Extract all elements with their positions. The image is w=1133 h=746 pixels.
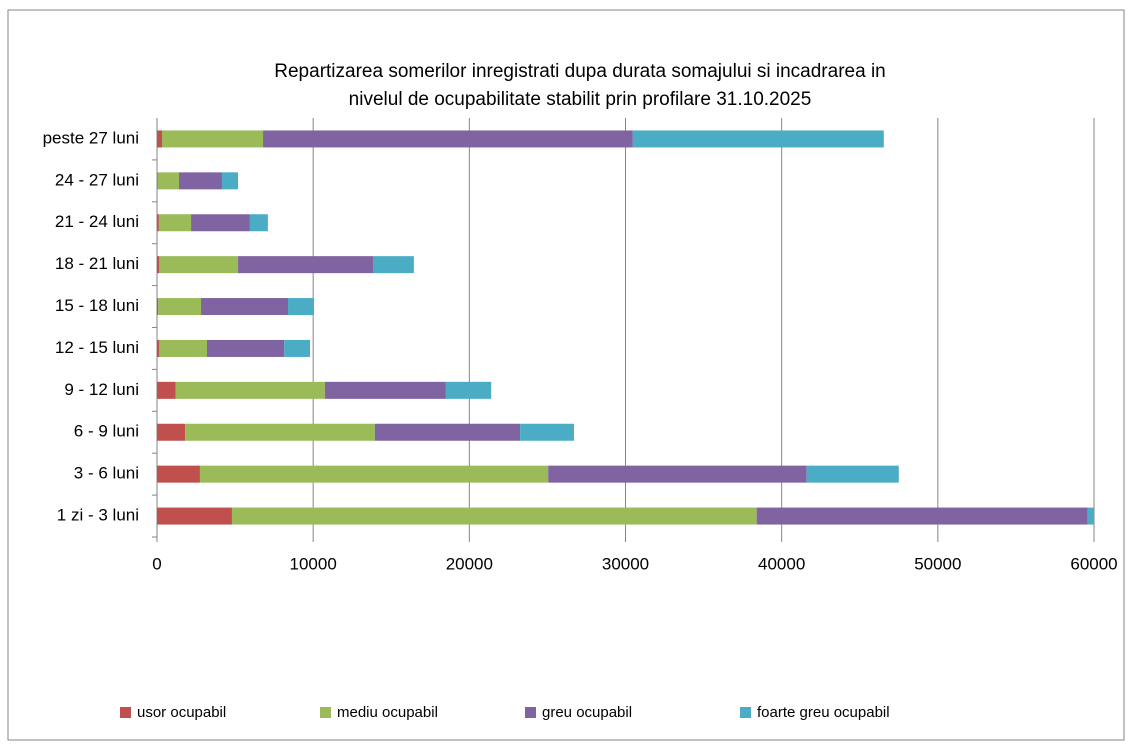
- y-tick-label: 9 - 12 luni: [64, 380, 139, 399]
- bar-segment: [263, 130, 633, 148]
- y-tick-label: 15 - 18 luni: [55, 296, 139, 315]
- x-tick-label: 40000: [758, 554, 805, 573]
- bar-segment: [324, 381, 446, 399]
- bar-segment: [199, 465, 549, 483]
- bar-segment: [157, 172, 180, 190]
- bar-segment: [157, 130, 162, 148]
- bar-segment: [191, 214, 250, 232]
- chart-border: [7, 9, 1125, 741]
- bar-segment: [756, 507, 1088, 525]
- bar-segment: [157, 172, 158, 190]
- bar-segment: [548, 465, 807, 483]
- y-tick-label: 6 - 9 luni: [74, 422, 139, 441]
- bar-segment: [520, 423, 574, 441]
- chart-title: Repartizarea somerilor inregistrati dupa…: [274, 61, 885, 82]
- bar-segment: [157, 507, 232, 525]
- x-tick-label: 60000: [1070, 554, 1117, 573]
- x-tick-label: 10000: [290, 554, 337, 573]
- bar-segment: [157, 381, 176, 399]
- legend-label: mediu ocupabil: [337, 704, 438, 721]
- bar-segment: [632, 130, 884, 148]
- bar-segment: [157, 423, 186, 441]
- bar-segment: [1087, 507, 1094, 525]
- chart-title: nivelul de ocupabilitate stabilit prin p…: [349, 89, 812, 110]
- legend-swatch: [120, 707, 131, 718]
- bar-segment: [374, 423, 521, 441]
- legend-swatch: [525, 707, 536, 718]
- legend-label: usor ocupabil: [137, 704, 226, 721]
- legend-swatch: [740, 707, 751, 718]
- legend-swatch: [320, 707, 331, 718]
- y-tick-label: 24 - 27 luni: [55, 170, 139, 189]
- bar-segment: [206, 339, 285, 357]
- y-tick-label: peste 27 luni: [43, 128, 139, 147]
- bar-segment: [185, 423, 375, 441]
- y-tick-label: 21 - 24 luni: [55, 212, 139, 231]
- bar-segment: [806, 465, 899, 483]
- x-tick-label: 20000: [446, 554, 493, 573]
- bar-segment: [158, 298, 202, 316]
- y-tick-label: 3 - 6 luni: [74, 464, 139, 483]
- bar-segment: [157, 214, 159, 232]
- bar-segment: [161, 130, 264, 148]
- bar-segment: [157, 298, 159, 316]
- bar-segment: [372, 256, 414, 274]
- bar-segment: [284, 339, 311, 357]
- bar-segment: [158, 214, 192, 232]
- bar-segment: [157, 339, 160, 357]
- y-tick-label: 12 - 15 luni: [55, 338, 139, 357]
- bar-segment: [288, 298, 314, 316]
- bar-segment: [201, 298, 289, 316]
- legend-label: greu ocupabil: [542, 704, 632, 721]
- bar-segment: [179, 172, 222, 190]
- x-tick-label: 50000: [914, 554, 961, 573]
- bar-segment: [221, 172, 239, 190]
- bar-segment: [445, 381, 492, 399]
- bar-segment: [159, 339, 207, 357]
- y-tick-label: 18 - 21 luni: [55, 254, 139, 273]
- bar-segment: [231, 507, 757, 525]
- y-tick-label: 1 zi - 3 luni: [57, 506, 139, 525]
- bar-segment: [157, 465, 200, 483]
- bar-segment: [159, 256, 239, 274]
- x-tick-label: 30000: [602, 554, 649, 573]
- bar-segment: [249, 214, 268, 232]
- bar-segment: [157, 256, 160, 274]
- x-tick-label: 0: [152, 554, 161, 573]
- bar-segment: [238, 256, 373, 274]
- legend-label: foarte greu ocupabil: [757, 704, 890, 721]
- bar-segment: [175, 381, 325, 399]
